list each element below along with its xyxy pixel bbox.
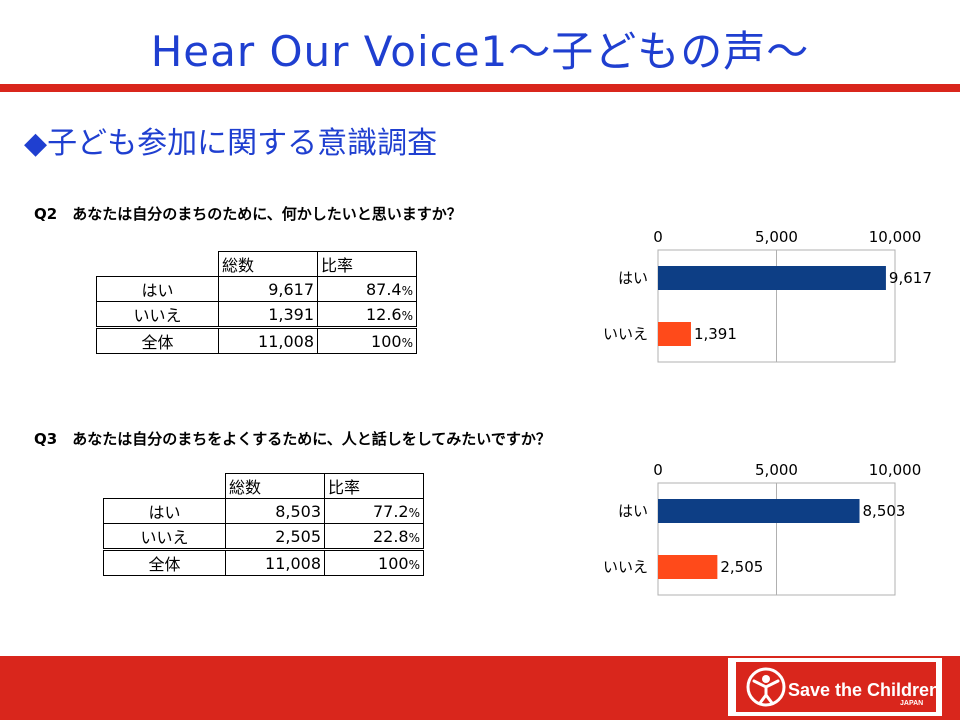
header-ratio: 比率 — [317, 251, 417, 277]
row-label: はい — [103, 498, 226, 524]
row-label: 全体 — [103, 548, 226, 576]
table-total-row: 全体 11,008 100% — [96, 326, 417, 354]
percent-sign: % — [401, 308, 413, 323]
header-count: 総数 — [218, 251, 318, 277]
row-label: いいえ — [96, 301, 219, 328]
data-label: 2,505 — [720, 558, 763, 576]
ratio-value: 22.8 — [372, 526, 409, 546]
row-ratio: 100% — [324, 548, 424, 576]
category-label: いいえ — [603, 558, 648, 576]
row-count: 2,505 — [225, 523, 325, 550]
bar — [658, 555, 718, 579]
row-label: はい — [96, 276, 219, 302]
bar — [658, 266, 886, 290]
x-tick-label: 10,000 — [869, 461, 922, 479]
logo-sub: JAPAN — [900, 700, 924, 707]
category-label: はい — [618, 502, 648, 520]
percent-sign: % — [401, 335, 413, 350]
x-tick-label: 5,000 — [755, 228, 798, 246]
table-header-row: 総数 比率 — [103, 473, 424, 499]
slide-title: Hear Our Voice1～子どもの声～ — [150, 27, 810, 76]
question-q2: Q2 あなたは自分のまちのために、何かしたいと思いますか？ — [34, 205, 462, 223]
percent-sign: % — [408, 530, 420, 545]
row-label: 全体 — [96, 326, 219, 354]
top-accent-bar — [0, 84, 960, 92]
table-q2: 総数 比率 はい 9,617 87.4% いいえ 1,391 12.6% 全体 … — [96, 251, 417, 354]
row-count: 11,008 — [225, 548, 325, 576]
percent-sign: % — [401, 283, 413, 298]
data-label: 9,617 — [889, 269, 932, 287]
row-count: 11,008 — [218, 326, 318, 354]
child-figure-icon — [746, 667, 786, 707]
logo-name: Save the Children — [788, 680, 941, 700]
percent-sign: % — [408, 557, 420, 572]
table-header-row: 総数 比率 — [96, 251, 417, 277]
table-row: いいえ 1,391 12.6% — [96, 301, 417, 328]
table-q3: 総数 比率 はい 8,503 77.2% いいえ 2,505 22.8% 全体 … — [103, 473, 424, 576]
ratio-value: 12.6 — [365, 304, 402, 324]
x-tick-label: 0 — [653, 461, 663, 479]
section-heading: ◆子ども参加に関する意識調査 — [24, 126, 438, 161]
table-total-row: 全体 11,008 100% — [103, 548, 424, 576]
table-row: いいえ 2,505 22.8% — [103, 523, 424, 550]
row-count: 1,391 — [218, 301, 318, 328]
ratio-value: 77.2 — [372, 501, 409, 521]
row-ratio: 87.4% — [317, 276, 417, 302]
bar — [658, 499, 860, 523]
chart-q2: 0 5,000 10,000 はい 9,617 いいえ 1,391 — [603, 228, 932, 363]
x-tick-label: 0 — [653, 228, 663, 246]
row-count: 8,503 — [225, 498, 325, 524]
bar — [658, 322, 691, 346]
x-tick-label: 5,000 — [755, 461, 798, 479]
row-label: いいえ — [103, 523, 226, 550]
percent-sign: % — [408, 505, 420, 520]
chart-q3: 0 5,000 10,000 はい 8,503 いいえ 2,505 — [603, 461, 922, 596]
row-ratio: 100% — [317, 326, 417, 354]
header-count: 総数 — [225, 473, 325, 499]
row-ratio: 22.8% — [324, 523, 424, 550]
category-label: いいえ — [603, 325, 648, 343]
ratio-value: 100 — [378, 553, 409, 573]
table-corner-cell — [103, 473, 226, 499]
category-label: はい — [618, 269, 648, 287]
data-label: 1,391 — [694, 325, 737, 343]
question-q3: Q3 あなたは自分のまちをよくするために、人と話しをしてみたいですか？ — [34, 430, 551, 448]
table-corner-cell — [96, 251, 219, 277]
data-label: 8,503 — [863, 502, 906, 520]
table-row: はい 8,503 77.2% — [103, 498, 424, 524]
header-ratio: 比率 — [324, 473, 424, 499]
ratio-value: 100 — [371, 331, 402, 351]
row-ratio: 12.6% — [317, 301, 417, 328]
row-ratio: 77.2% — [324, 498, 424, 524]
x-tick-label: 10,000 — [869, 228, 922, 246]
row-count: 9,617 — [218, 276, 318, 302]
table-row: はい 9,617 87.4% — [96, 276, 417, 302]
ratio-value: 87.4 — [365, 279, 402, 299]
